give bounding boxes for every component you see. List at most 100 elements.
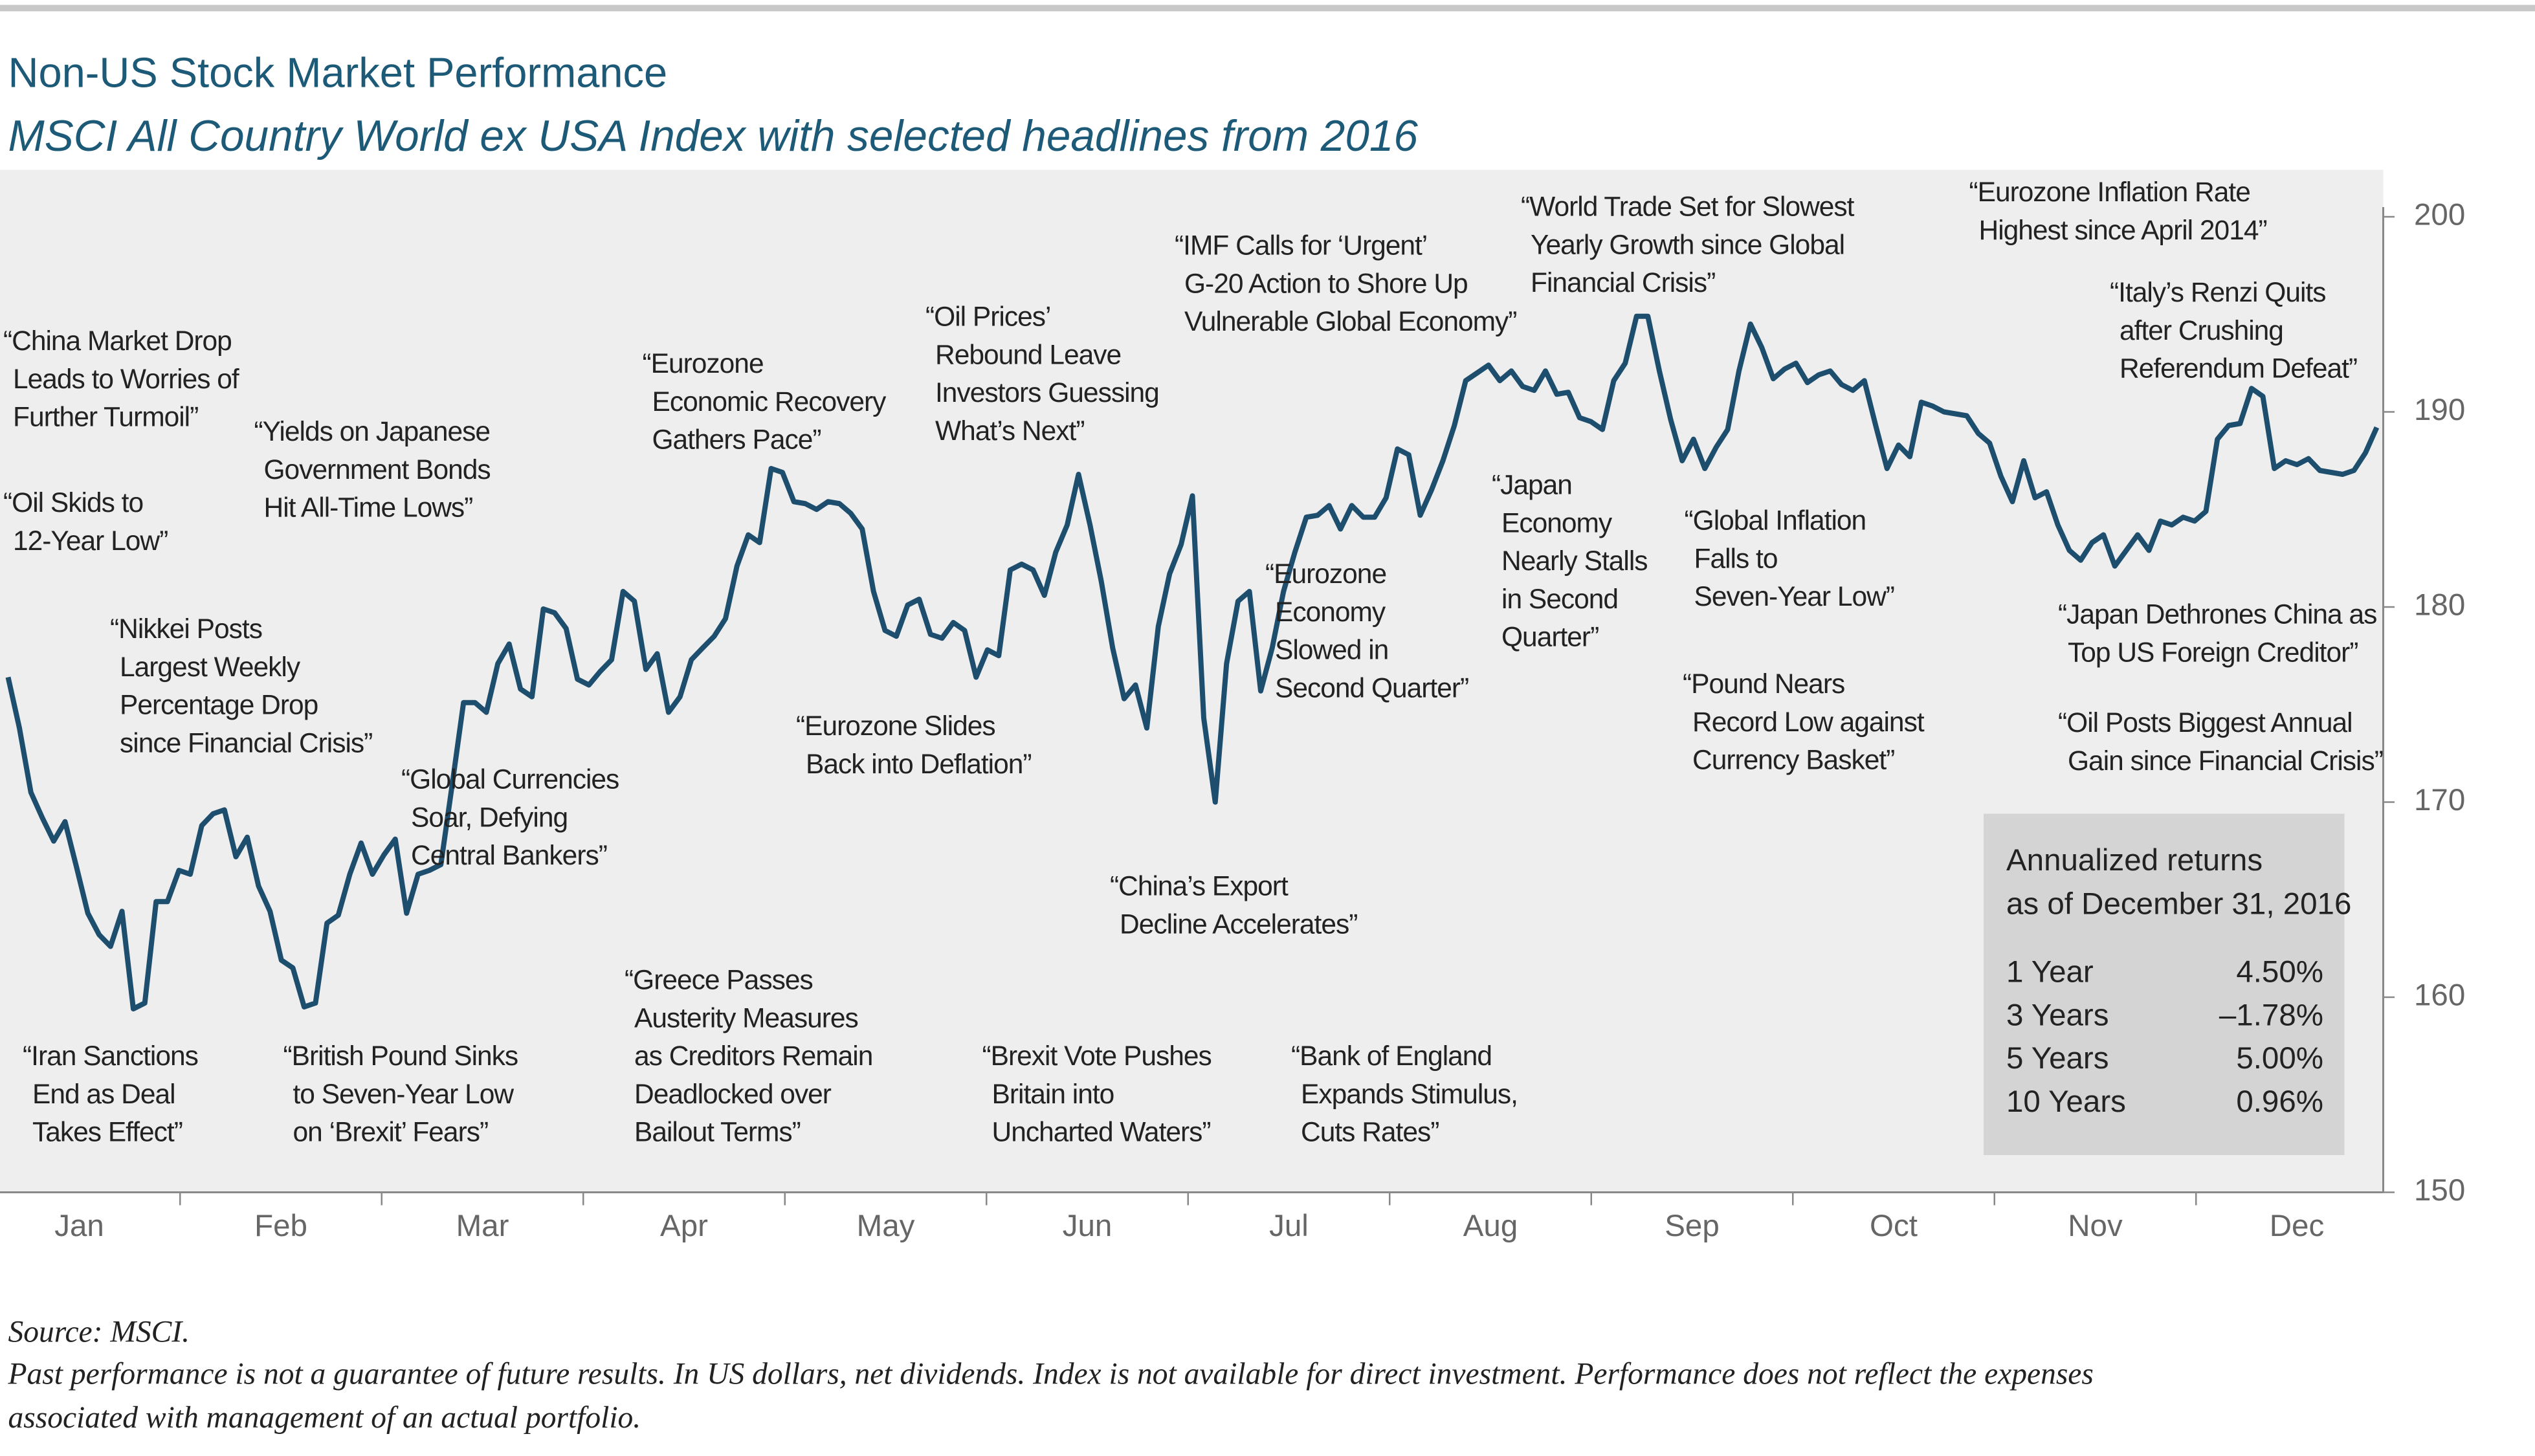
annotation: Second Quarter” (1275, 673, 1468, 703)
annotation: Leads to Worries of (13, 364, 239, 395)
annotation: Soar, Defying (411, 802, 568, 833)
x-tick-label: May (857, 1209, 915, 1243)
x-tick-label: Sep (1665, 1209, 1720, 1243)
box-title: Annualized returns (2006, 843, 2263, 877)
x-tick-label: Nov (2068, 1209, 2123, 1243)
annotation: “Eurozone Inflation Rate (1969, 177, 2250, 208)
row-value: 5.00% (2236, 1041, 2323, 1075)
annotation: Quarter” (1501, 623, 1599, 653)
annotation: Deadlocked over (634, 1079, 832, 1110)
annotation: “Pound Nears (1683, 669, 1844, 700)
y-tick-label: 200 (2414, 198, 2465, 232)
annotation: Slowed in (1275, 635, 1388, 666)
annotation: to Seven-Year Low (293, 1079, 515, 1110)
annotation: since Financial Crisis” (120, 728, 372, 758)
x-tick-label: Aug (1463, 1209, 1518, 1243)
annotation: Hit All-Time Lows” (264, 493, 473, 524)
annotation: in Second (1501, 584, 1618, 615)
y-tick-label: 170 (2414, 783, 2465, 817)
annotation: “Iran Sanctions (23, 1041, 198, 1072)
index-line (5, 313, 2380, 1011)
x-tick-label: Oct (1870, 1209, 1918, 1243)
annotation: 12-Year Low” (13, 526, 168, 557)
annotation: G-20 Action to Shore Up (1184, 269, 1468, 299)
annotation: “Italy’s Renzi Quits (2110, 278, 2326, 308)
annotation: Largest Weekly (120, 652, 301, 683)
annotation: Economy (1501, 508, 1613, 538)
annotation: Nearly Stalls (1501, 546, 1648, 577)
annotation: Back into Deflation” (806, 749, 1032, 780)
annotation: “Yields on Japanese (254, 417, 491, 447)
annotation: Highest since April 2014” (1979, 215, 2267, 246)
x-tick-label: Jun (1063, 1209, 1113, 1243)
annotation: Gathers Pace” (652, 425, 821, 456)
annotation: Further Turmoil” (13, 403, 198, 433)
annotation: “Global Inflation (1685, 506, 1866, 536)
annotation: on ‘Brexit’ Fears” (293, 1118, 489, 1148)
annotation: Government Bonds (264, 455, 491, 485)
annotation: “Oil Posts Biggest Annual (2058, 708, 2352, 738)
annotation: Economic Recovery (652, 387, 887, 417)
annotation: Falls to (1694, 544, 1778, 574)
annotation: Bailout Terms” (634, 1118, 801, 1148)
source: Source: MSCI. (8, 1315, 190, 1349)
y-tick-label: 160 (2414, 978, 2465, 1013)
row-label: 10 Years (2006, 1085, 2126, 1119)
annotation: Britain into (992, 1079, 1114, 1110)
annotation: “Japan (1492, 470, 1572, 501)
annotation: Seven-Year Low” (1694, 582, 1894, 612)
y-tick-label: 180 (2414, 588, 2465, 623)
annotation: Decline Accelerates” (1120, 909, 1357, 940)
annotation: “Bank of England (1291, 1041, 1492, 1072)
annotation: Vulnerable Global Economy” (1184, 307, 1516, 337)
annotation: End as Deal (32, 1079, 175, 1110)
annotation: “British Pound Sinks (283, 1041, 518, 1072)
top-rule (0, 5, 2535, 12)
annotation: “Oil Prices’ (925, 302, 1050, 333)
row-label: 1 Year (2006, 955, 2094, 989)
annotation: Rebound Leave (935, 340, 1121, 370)
row-value: –1.78% (2219, 998, 2323, 1032)
annotation: “China Market Drop (3, 326, 232, 357)
x-tick-label: Jul (1269, 1209, 1309, 1243)
annotation: “Greece Passes (625, 965, 813, 996)
y-tick-label: 190 (2414, 393, 2465, 427)
annotation: Currency Basket” (1692, 745, 1894, 776)
x-tick-label: Feb (254, 1209, 307, 1243)
annotation: “China’s Export (1110, 872, 1289, 902)
annotation: “Brexit Vote Pushes (982, 1041, 1212, 1072)
row-value: 0.96% (2236, 1085, 2323, 1119)
annotation: Austerity Measures (634, 1003, 858, 1033)
x-tick-label: Dec (2270, 1209, 2324, 1243)
annotation: Uncharted Waters” (992, 1118, 1211, 1148)
annotation: as Creditors Remain (634, 1041, 872, 1072)
annotation: What’s Next” (935, 416, 1084, 447)
chart-title: Non-US Stock Market Performance (8, 49, 668, 96)
annotation: Central Bankers” (411, 841, 607, 871)
note: associated with management of an actual … (8, 1401, 641, 1435)
annotation: “Oil Skids to (3, 488, 143, 518)
annotation: “Japan Dethrones China as (2058, 600, 2376, 630)
y-tick-label: 150 (2414, 1173, 2465, 1208)
annotation: Investors Guessing (935, 378, 1159, 408)
annotation: Percentage Drop (120, 690, 318, 721)
returns-box (1984, 813, 2345, 1155)
annotation: “World Trade Set for Slowest (1521, 192, 1855, 223)
annotation: Top US Foreign Creditor” (2068, 637, 2358, 668)
row-value: 4.50% (2236, 955, 2323, 989)
annotation: “Eurozone (1265, 559, 1386, 590)
annotation: Yearly Growth since Global (1531, 230, 1844, 260)
chart-subtitle: MSCI All Country World ex USA Index with… (8, 112, 1419, 160)
x-tick-label: Apr (660, 1209, 708, 1243)
annotation: “Nikkei Posts (110, 614, 262, 645)
row-label: 3 Years (2006, 998, 2109, 1032)
annotation: Gain since Financial Crisis” (2068, 746, 2383, 777)
annotation: “IMF Calls for ‘Urgent’ (1175, 231, 1427, 261)
annotation: Expands Stimulus, (1301, 1079, 1518, 1110)
row-label: 5 Years (2006, 1041, 2109, 1075)
annotation: Referendum Defeat” (2120, 354, 2357, 384)
note: Past performance is not a guarantee of f… (7, 1357, 2093, 1391)
annotation: Record Low against (1692, 707, 1925, 738)
